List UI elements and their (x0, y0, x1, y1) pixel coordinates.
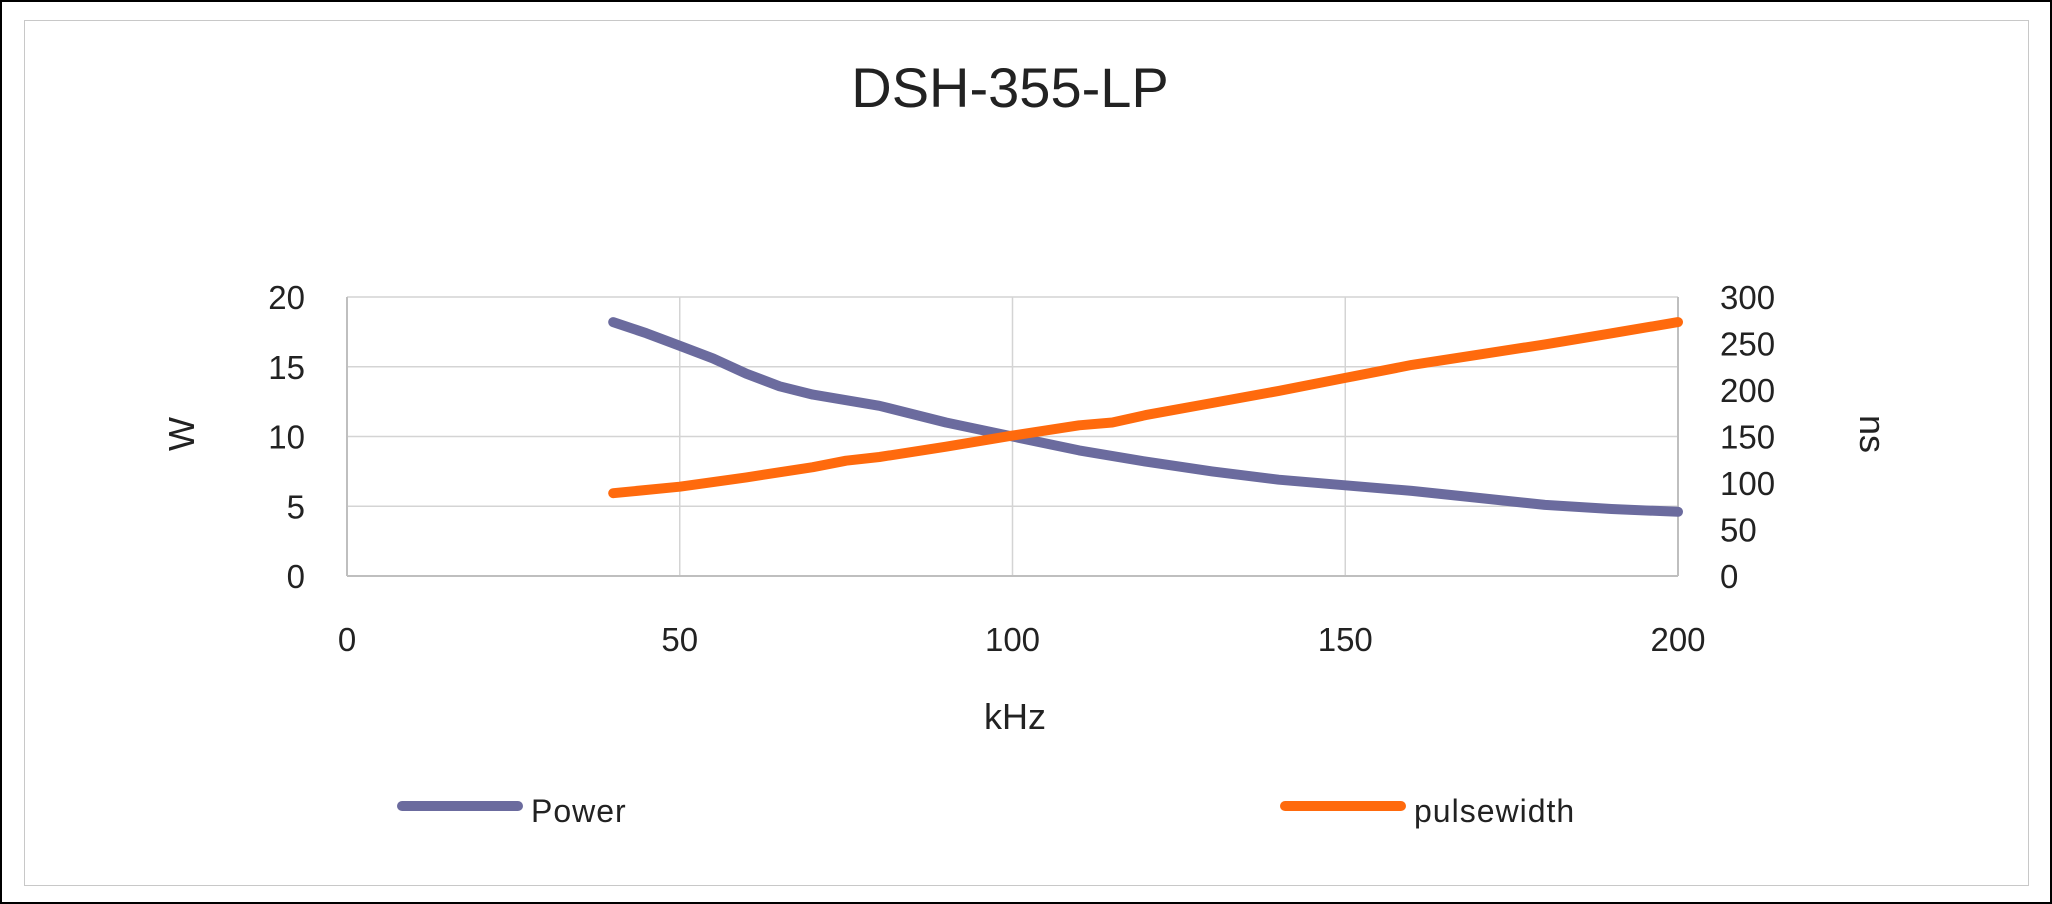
axes (346, 297, 1679, 577)
y-right-tick-label: 50 (1720, 512, 1757, 549)
y-left-tick-label: 20 (268, 279, 305, 316)
legend: Power pulsewidth (397, 793, 1575, 829)
y-right-tick-label: 0 (1720, 558, 1738, 595)
series-line-pulsewidth (608, 317, 1683, 499)
y-left-tick-label: 10 (268, 419, 305, 456)
x-tick-label: 200 (1650, 621, 1705, 658)
y-left-tick-label: 15 (268, 349, 305, 386)
legend-label-pulsewidth: pulsewidth (1414, 793, 1575, 829)
chart-area-border (24, 20, 2029, 886)
y-right-tick-label: 150 (1720, 419, 1775, 456)
legend-label-power: Power (531, 793, 627, 829)
series-lines (608, 317, 1683, 517)
y-axis-right-title: ns (1852, 415, 1893, 453)
x-tick-label: 150 (1318, 621, 1373, 658)
y-left-tick-label: 0 (287, 558, 305, 595)
chart-title: DSH-355-LP (851, 56, 1168, 119)
series-line-power (608, 317, 1683, 517)
y-right-tick-label: 250 (1720, 326, 1775, 363)
x-tick-label: 50 (661, 621, 698, 658)
y-right-tick-label: 100 (1720, 465, 1775, 502)
y-right-tick-label: 200 (1720, 372, 1775, 409)
x-tick-label: 0 (338, 621, 356, 658)
x-axis-title: kHz (984, 696, 1046, 737)
y-left-tick-label: 5 (287, 488, 305, 525)
x-tick-label: 100 (985, 621, 1040, 658)
y-axis-left-title: W (161, 417, 202, 451)
y-right-tick-label: 300 (1720, 279, 1775, 316)
